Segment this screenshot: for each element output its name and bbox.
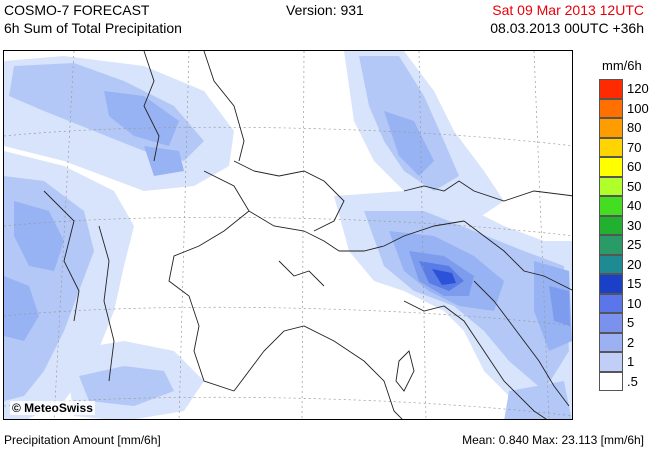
precip-area bbox=[4, 276, 39, 341]
legend-swatch bbox=[599, 118, 623, 138]
legend-entry: 1 bbox=[599, 352, 634, 372]
legend-label: 30 bbox=[627, 217, 642, 233]
legend-label: 70 bbox=[627, 139, 642, 155]
legend-label: 100 bbox=[627, 100, 649, 116]
legend-entry: 2 bbox=[599, 332, 634, 352]
legend-swatch bbox=[599, 98, 623, 118]
precip-area bbox=[144, 146, 184, 176]
valid-time: Sat 09 Mar 2013 12UTC bbox=[492, 2, 644, 18]
legend-swatch bbox=[599, 235, 623, 255]
footer-stats: Mean: 0.840 Max: 23.113 [mm/6h] bbox=[462, 433, 644, 447]
precip-area bbox=[432, 269, 456, 285]
legend-entry: 70 bbox=[599, 137, 641, 157]
precipitation-layer bbox=[4, 51, 572, 419]
legend-swatch bbox=[599, 254, 623, 274]
legend-unit: mm/6h bbox=[602, 58, 642, 73]
precip-area bbox=[14, 201, 64, 271]
legend-swatch bbox=[599, 79, 623, 99]
legend-label: 120 bbox=[627, 81, 649, 96]
model-run-time: 08.03.2013 00UTC +36h bbox=[490, 20, 644, 36]
legend-swatch bbox=[599, 215, 623, 235]
legend-swatch bbox=[599, 274, 623, 294]
legend-entry: 25 bbox=[599, 235, 641, 255]
precip-area bbox=[549, 286, 570, 326]
legend-label: 50 bbox=[627, 178, 642, 194]
legend-label: 5 bbox=[627, 315, 635, 330]
legend-swatch bbox=[599, 196, 623, 216]
legend-swatch bbox=[599, 157, 623, 177]
legend-entry: 40 bbox=[599, 196, 641, 216]
legend-entry: 50 bbox=[599, 176, 641, 196]
legend-entry: 30 bbox=[599, 215, 641, 235]
legend-swatch bbox=[599, 313, 623, 333]
country-borders bbox=[43, 51, 572, 419]
map-canvas bbox=[4, 51, 572, 419]
legend-entry: 15 bbox=[599, 274, 641, 294]
copyright-label: © MeteoSwiss bbox=[10, 401, 95, 415]
precipitation-map: © MeteoSwiss bbox=[3, 50, 573, 420]
legend-entry: 60 bbox=[599, 157, 641, 177]
precipitation-legend: 120 100 80 70 60 50 40 30 25 20 15 10 5 2 1 .5 bbox=[599, 79, 649, 391]
footer-quantity: Precipitation Amount [mm/6h] bbox=[4, 433, 161, 447]
legend-label: 60 bbox=[627, 159, 642, 174]
legend-entry: 120 bbox=[599, 79, 649, 99]
legend-label: .5 bbox=[627, 373, 638, 389]
legend-label: 40 bbox=[627, 198, 642, 213]
legend-entry: 10 bbox=[599, 293, 641, 313]
precip-area bbox=[104, 91, 179, 146]
legend-entry: 20 bbox=[599, 254, 641, 274]
legend-swatch bbox=[599, 332, 623, 352]
legend-swatch bbox=[599, 293, 623, 313]
legend-entry: 100 bbox=[599, 98, 649, 118]
precip-area bbox=[79, 366, 174, 406]
legend-label: 10 bbox=[627, 295, 642, 311]
legend-label: 2 bbox=[627, 334, 635, 350]
precip-area bbox=[384, 111, 434, 176]
legend-label: 80 bbox=[627, 120, 642, 135]
model-version: Version: 931 bbox=[286, 2, 364, 18]
legend-label: 25 bbox=[627, 237, 642, 252]
precip-area bbox=[504, 381, 572, 419]
legend-swatch bbox=[599, 352, 623, 372]
legend-label: 1 bbox=[627, 354, 635, 369]
forecast-title: COSMO-7 FORECAST bbox=[4, 2, 150, 18]
legend-entry: .5 bbox=[599, 371, 638, 391]
legend-swatch bbox=[599, 371, 623, 391]
legend-swatch bbox=[599, 176, 623, 196]
legend-swatch bbox=[599, 137, 623, 157]
legend-label: 20 bbox=[627, 256, 642, 272]
legend-label: 15 bbox=[627, 276, 642, 291]
legend-entry: 80 bbox=[599, 118, 641, 138]
lat-lon-grid bbox=[4, 51, 572, 419]
forecast-subtitle: 6h Sum of Total Precipitation bbox=[4, 20, 182, 36]
legend-entry: 5 bbox=[599, 313, 634, 333]
